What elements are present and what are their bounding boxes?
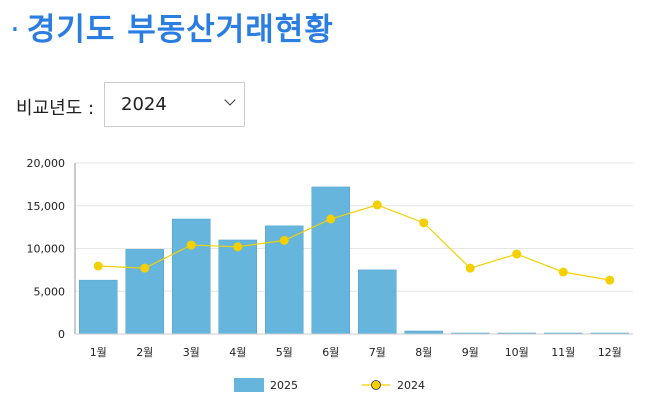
x-tick-label: 2월 [136,346,153,359]
y-tick-label: 10,000 [27,243,66,256]
x-tick-label: 11월 [551,346,575,359]
point-2024 [140,263,150,273]
legend-marker-2024 [371,380,381,390]
page-title: · 경기도 부동산거래현황 [10,12,334,48]
point-2024 [605,275,615,285]
point-2024 [93,261,103,271]
point-2024 [419,218,429,228]
y-tick-label: 0 [58,328,65,341]
x-tick-label: 8월 [415,346,432,359]
bar-2025 [125,249,164,335]
y-tick-label: 15,000 [27,200,66,213]
point-2024 [558,267,568,277]
x-tick-label: 4월 [229,346,246,359]
legend-swatch-2025 [234,378,264,392]
x-tick-label: 6월 [322,346,339,359]
y-tick-label: 20,000 [27,157,66,170]
point-2024 [233,242,243,252]
compare-year-label: 비교년도 : [16,98,95,119]
compare-year-select[interactable]: 2024 [104,82,245,127]
legend-label-2025: 2025 [270,379,298,392]
x-tick-label: 10월 [505,346,529,359]
point-2024 [512,249,522,259]
bar-2025 [358,269,397,335]
legend-label-2024: 2024 [397,379,425,392]
point-2024 [465,263,475,273]
x-tick-label: 1월 [90,346,107,359]
x-tick-label: 9월 [462,346,479,359]
bar-2025 [172,218,211,335]
x-tick-label: 5월 [276,346,293,359]
x-tick-label: 12월 [598,346,622,359]
point-2024 [186,240,196,250]
y-tick-label: 5,000 [34,285,66,298]
x-tick-label: 3월 [183,346,200,359]
line-2024 [98,204,610,281]
bar-2025 [79,279,118,335]
compare-year-value: 2024 [121,94,167,115]
bar-2025 [311,186,350,335]
point-2024 [279,235,289,245]
bar-2025 [218,239,257,335]
point-2024 [326,214,336,224]
point-2024 [372,200,382,210]
x-tick-label: 7월 [369,346,386,359]
